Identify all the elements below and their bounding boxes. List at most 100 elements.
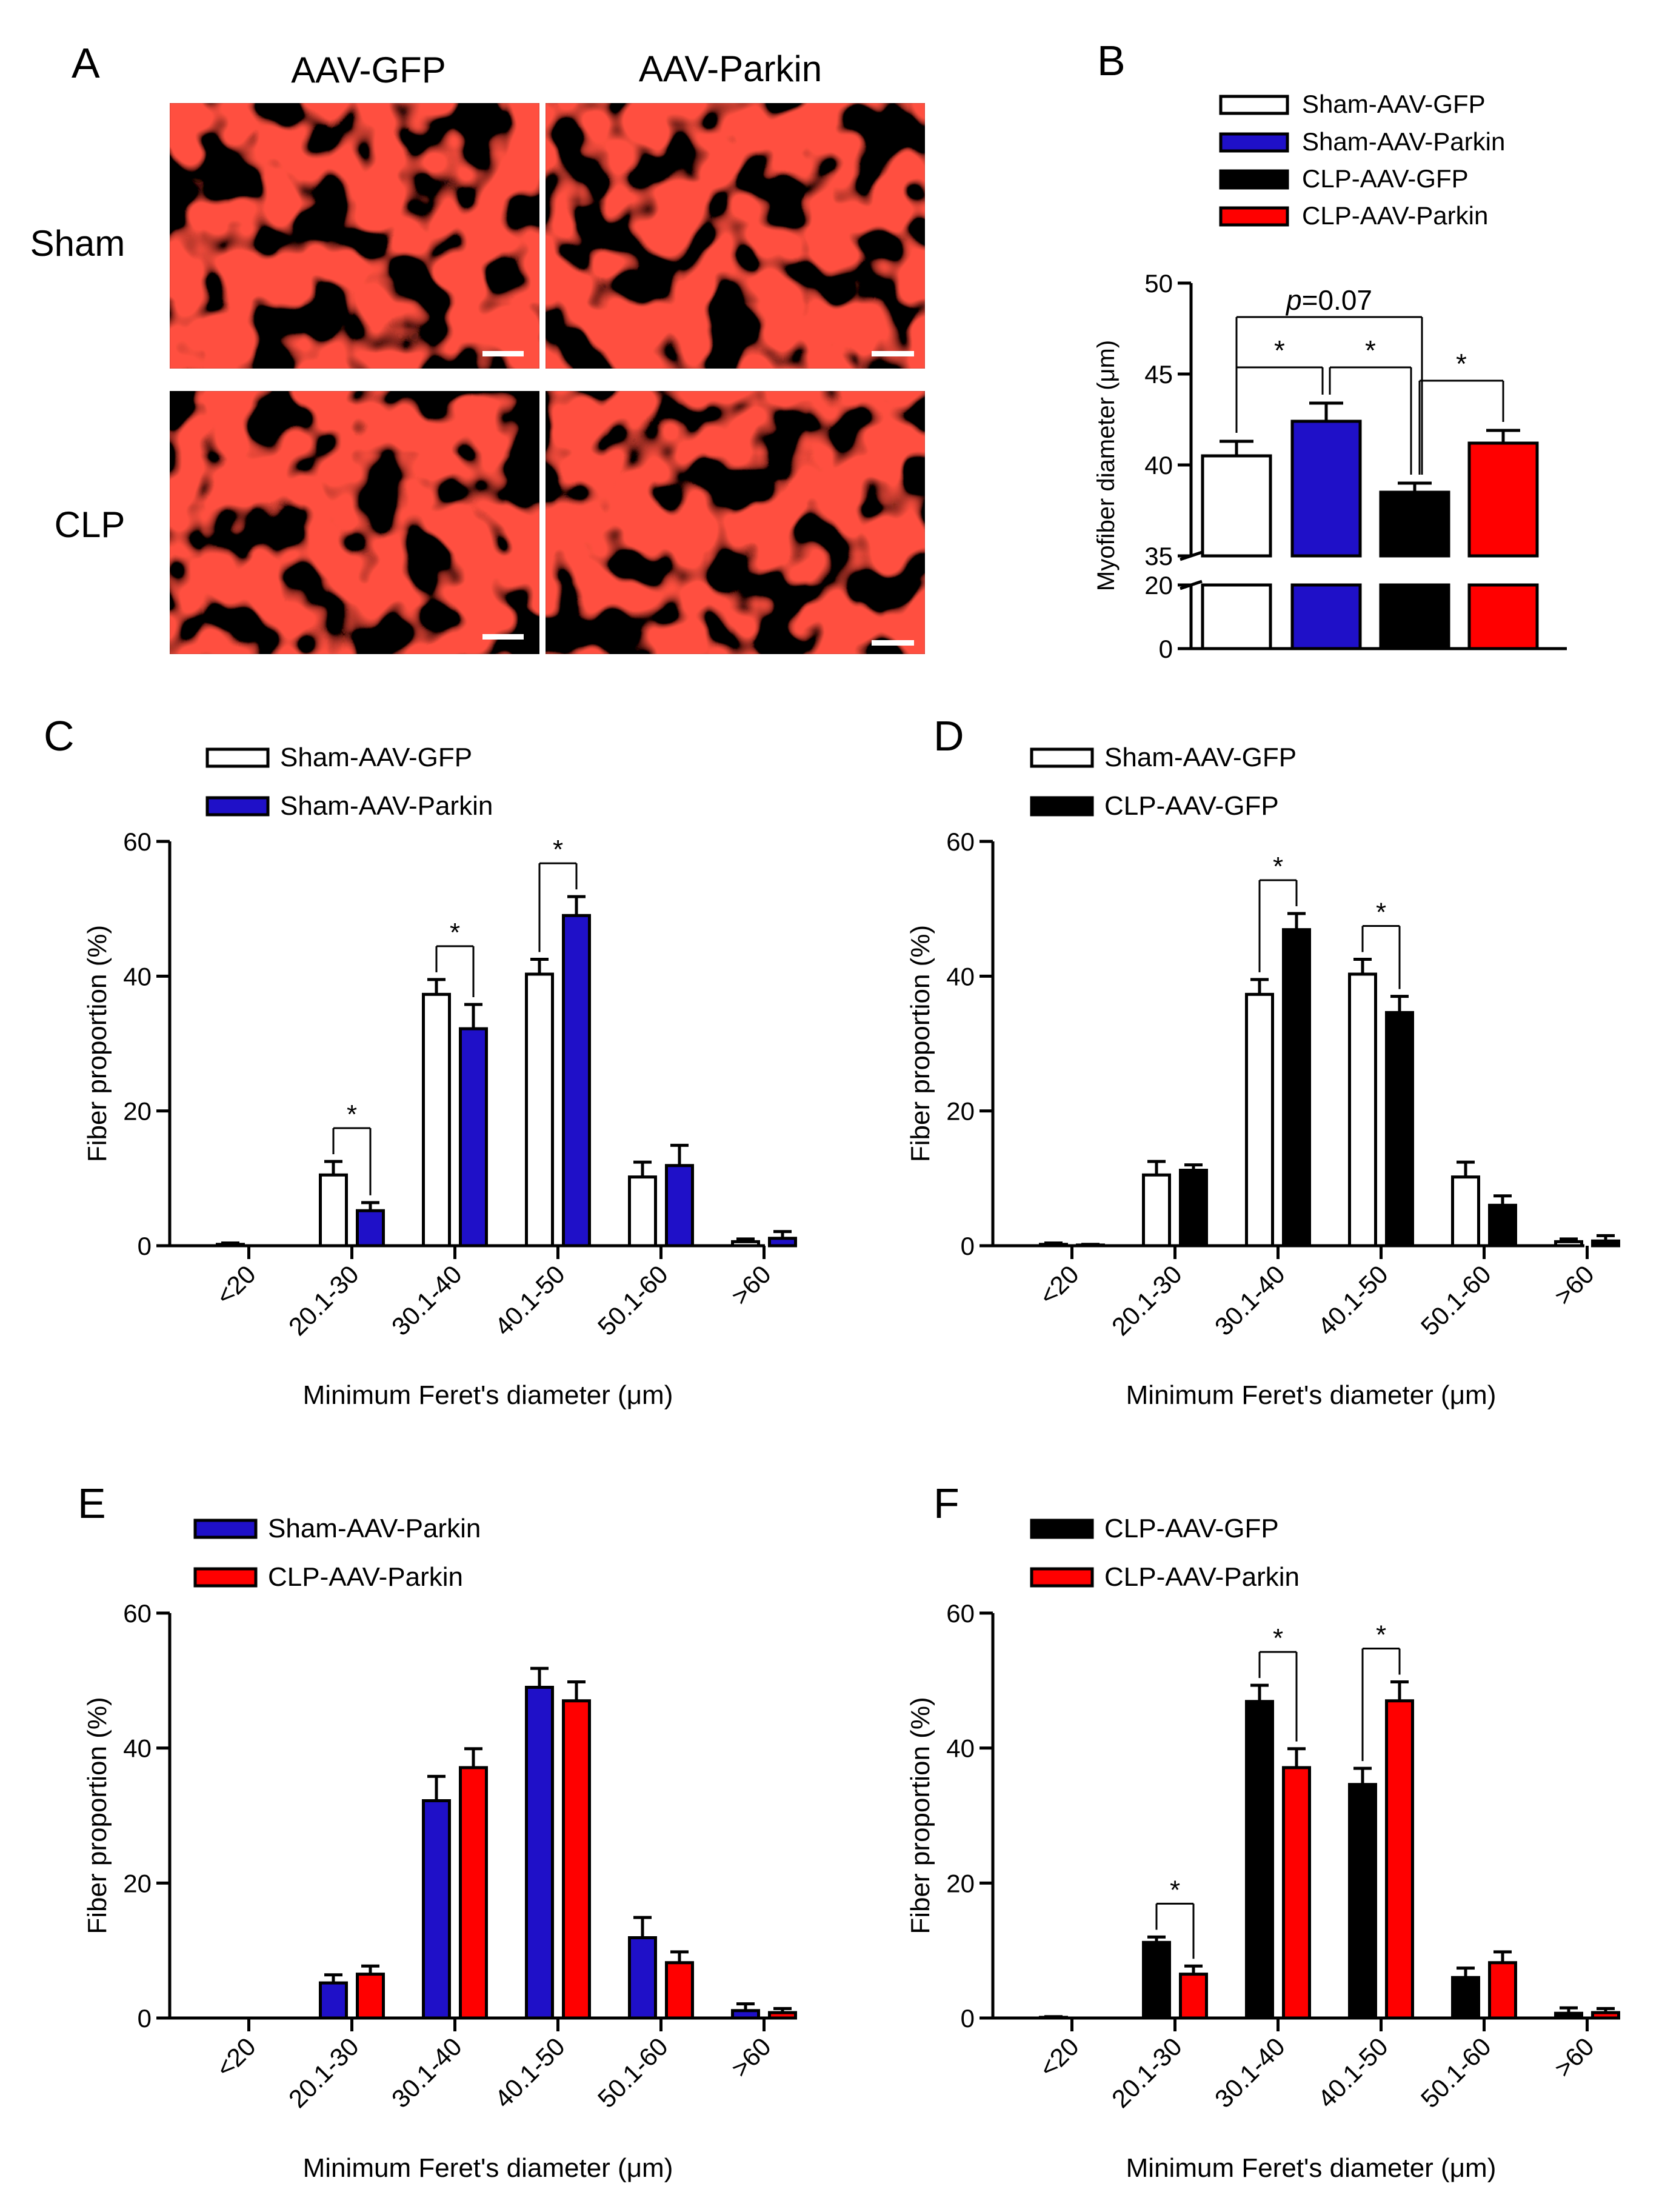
x-axis-label: Minimum Feret's diameter (μm) — [1126, 1380, 1497, 1410]
bar — [562, 914, 591, 1248]
bar — [1554, 1240, 1583, 1248]
significance-star: * — [1376, 898, 1386, 927]
scale-bar — [482, 634, 524, 640]
y-tick-label: 40 — [946, 962, 975, 991]
y-tick-label: 20 — [123, 1097, 152, 1126]
x-tick-label: >60 — [1549, 1260, 1600, 1311]
y-tick-label: 20 — [123, 1869, 152, 1897]
legend-swatch-clp-gfp — [1219, 169, 1289, 190]
x-tick-label: <20 — [210, 1260, 261, 1311]
x-axis-label: Minimum Feret's diameter (μm) — [303, 2153, 673, 2183]
legend-label: CLP-AAV-GFP — [1104, 791, 1279, 821]
y-tick-label: 0 — [138, 1232, 152, 1260]
chart-f: CLP-AAV-GFP CLP-AAV-Parkin 0 20 40 60 Fiber pr… — [906, 1514, 1620, 2183]
y-tick-label: 60 — [946, 1599, 975, 1628]
panel-c-letter: C — [44, 712, 75, 760]
y-tick-label: 0 — [138, 2004, 152, 2033]
bar-lower — [1467, 583, 1539, 650]
scale-bar — [872, 640, 914, 646]
legend-label: Sham-AAV-GFP — [280, 743, 472, 772]
legend-swatch — [1030, 1567, 1094, 1588]
y-tick-label: 40 — [1144, 451, 1173, 479]
legend-swatch — [193, 1519, 258, 1539]
bar — [1039, 1243, 1068, 1248]
legend-swatch — [1030, 796, 1094, 817]
legend-swatch — [205, 796, 270, 817]
x-tick-label: <20 — [210, 2032, 261, 2083]
y-tick-label: 0 — [961, 1232, 975, 1260]
chart-c: Sham-AAV-GFP Sham-AAV-Parkin 0 20 40 60 Fiber … — [82, 743, 797, 1410]
panel-d-letter: D — [933, 712, 964, 760]
legend-swatch — [193, 1567, 258, 1588]
bar — [1385, 1011, 1414, 1248]
y-axis-label: Myofiber diameter (μm) — [1093, 340, 1120, 591]
y-tick-label: 60 — [123, 827, 152, 856]
bar — [1451, 1175, 1480, 1248]
bar — [356, 1973, 385, 2020]
bar — [731, 1240, 760, 1248]
significance-star: * — [1376, 1620, 1386, 1650]
bar — [768, 1237, 797, 1248]
x-tick-label: 20.1-30 — [1106, 1260, 1187, 1341]
scale-bar — [872, 351, 914, 356]
significance-label: p=0.07 — [1285, 284, 1372, 316]
y-tick-label: 20 — [946, 1869, 975, 1897]
bar — [768, 2011, 797, 2020]
legend-label: CLP-AAV-Parkin — [1104, 1562, 1300, 1592]
row-label-sham: Sham — [30, 223, 125, 264]
significance-label: * — [1456, 348, 1467, 379]
bar — [319, 1173, 348, 1248]
micrograph-clp-parkin — [546, 391, 925, 654]
x-axis-label: Minimum Feret's diameter (μm) — [303, 1380, 673, 1410]
x-tick-label: 40.1-50 — [489, 1260, 570, 1341]
x-tick-label: 40.1-50 — [1312, 2032, 1393, 2113]
bar — [525, 1685, 554, 2020]
bar — [1385, 1699, 1414, 2020]
y-tick-label: 40 — [946, 1734, 975, 1763]
y-tick-label: 45 — [1144, 360, 1173, 389]
bar — [562, 1699, 591, 2020]
legend-label-sham-parkin: Sham-AAV-Parkin — [1302, 127, 1505, 156]
bar — [319, 1981, 348, 2020]
bar — [628, 1175, 657, 1248]
chart-e: Sham-AAV-Parkin CLP-AAV-Parkin 0 20 40 60 Fibe… — [82, 1514, 797, 2183]
bar — [1348, 1783, 1377, 2020]
bar — [1179, 1168, 1208, 1248]
scale-bar — [482, 351, 524, 356]
bar — [1282, 1766, 1311, 2020]
legend-label: CLP-AAV-GFP — [1104, 1514, 1279, 1543]
x-tick-label: <20 — [1033, 2032, 1084, 2083]
bar — [1591, 2011, 1620, 2020]
micrograph-sham-gfp — [170, 103, 539, 369]
legend-label-clp-gfp: CLP-AAV-GFP — [1302, 164, 1469, 193]
legend-swatch — [1030, 747, 1094, 768]
bar — [1282, 928, 1311, 1248]
bar — [1245, 1700, 1274, 2020]
bar — [459, 1766, 488, 2020]
legend-label: CLP-AAV-Parkin — [268, 1562, 463, 1592]
x-tick-label: 20.1-30 — [283, 2032, 364, 2113]
panel-b-letter: B — [1097, 37, 1126, 84]
x-tick-label: 50.1-60 — [592, 2032, 673, 2113]
x-tick-label: >60 — [726, 1260, 776, 1311]
bar — [1451, 1976, 1480, 2020]
y-axis-label: Fiber proportion (%) — [82, 925, 112, 1162]
y-tick-label: 20 — [1144, 571, 1173, 600]
bar — [1591, 1239, 1620, 1248]
x-tick-label: 20.1-30 — [1106, 2032, 1187, 2113]
bar — [525, 972, 554, 1248]
chart-d: Sham-AAV-GFP CLP-AAV-GFP 0 20 40 60 Fiber prop… — [906, 743, 1620, 1410]
panel-f-letter: F — [933, 1480, 959, 1527]
legend-b: Sham-AAV-GFP Sham-AAV-Parkin CLP-AAV-GFP… — [1219, 90, 1505, 230]
bar — [665, 1164, 694, 1248]
panel-a-letter: A — [72, 39, 100, 87]
bar-lower — [1379, 583, 1450, 650]
bar-lower — [1290, 583, 1362, 650]
bar — [1348, 972, 1377, 1248]
bar — [422, 992, 451, 1248]
y-tick-label: 50 — [1144, 269, 1173, 298]
x-tick-label: 30.1-40 — [386, 2032, 467, 2113]
bar — [1554, 2011, 1583, 2020]
y-tick-label: 60 — [946, 827, 975, 856]
